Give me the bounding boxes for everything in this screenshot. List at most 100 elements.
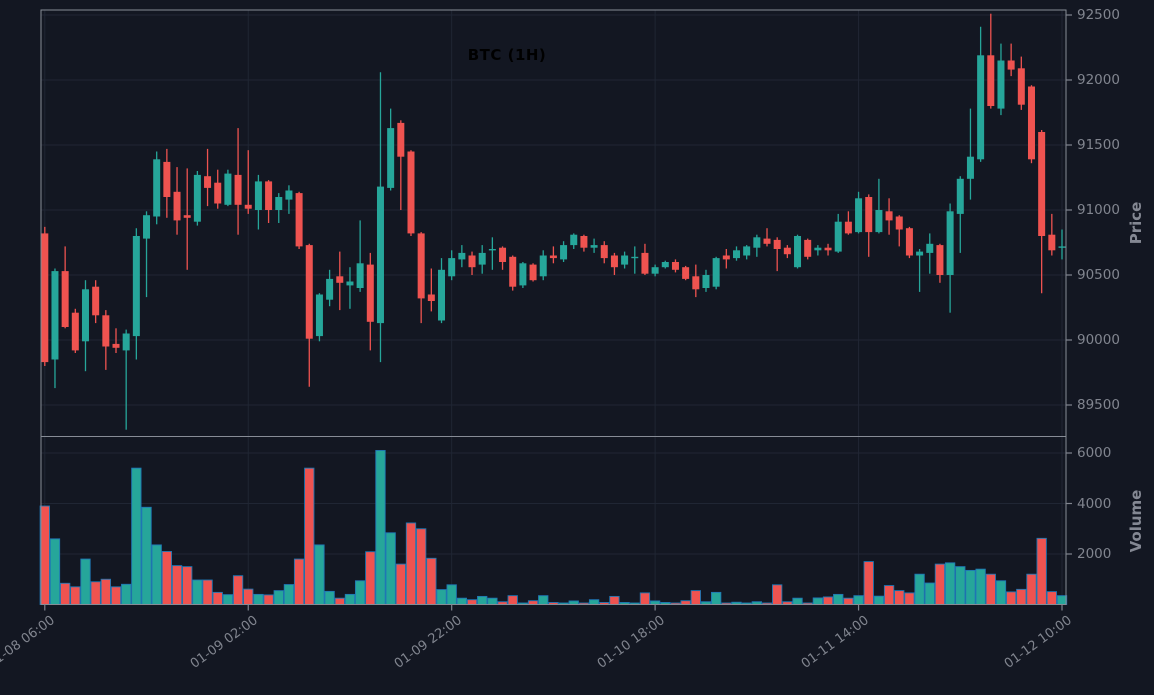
candle-body xyxy=(529,264,537,281)
candle-body xyxy=(173,191,181,221)
candle-body xyxy=(885,211,893,221)
candle-body xyxy=(132,236,140,337)
candle-body xyxy=(315,294,323,337)
volume-bar xyxy=(934,563,946,605)
candle-body xyxy=(844,221,852,234)
candle-body xyxy=(956,178,964,214)
candle-body xyxy=(519,263,527,286)
candle-body xyxy=(621,255,629,265)
volume-bar xyxy=(243,588,254,605)
candle-body xyxy=(671,262,679,270)
volume-bar xyxy=(365,551,376,605)
candle-body xyxy=(783,247,791,255)
candle-body xyxy=(773,239,781,249)
volume-bar xyxy=(924,582,935,605)
candle-body xyxy=(631,256,639,259)
volume-bar xyxy=(812,597,824,605)
candle-body xyxy=(285,190,293,200)
candle-body xyxy=(468,255,476,268)
volume-bar xyxy=(283,584,295,605)
volume-axis-label: Volume xyxy=(1127,489,1145,553)
volume-bar xyxy=(588,599,600,605)
volume-bar xyxy=(975,568,986,605)
candle-body xyxy=(204,176,212,188)
candle-body xyxy=(580,236,588,248)
candle-body xyxy=(346,281,354,286)
candle-body xyxy=(916,251,924,256)
candle-body xyxy=(427,294,435,301)
volume-bar xyxy=(914,573,925,605)
volume-bar xyxy=(426,557,437,605)
candle-body xyxy=(71,312,79,351)
candle-body xyxy=(366,264,374,322)
volume-tick-label: 2000 xyxy=(1077,546,1112,562)
volume-bar xyxy=(1026,573,1037,605)
volume-bar xyxy=(863,561,874,605)
volume-bar xyxy=(405,522,417,605)
price-tick-label: 89500 xyxy=(1077,397,1120,413)
candle-body xyxy=(1027,86,1035,160)
volume-bar xyxy=(334,597,345,605)
candle-body xyxy=(448,258,456,277)
candle-body xyxy=(966,156,974,179)
candle-body xyxy=(295,193,303,247)
volume-bar xyxy=(1036,537,1047,605)
volume-bar xyxy=(843,597,854,605)
volume-tick-label: 4000 xyxy=(1077,495,1112,512)
volume-bar xyxy=(568,600,579,605)
candle-body xyxy=(122,333,130,351)
candle-body xyxy=(1017,68,1025,105)
candle-body xyxy=(641,252,649,274)
candle-body xyxy=(336,276,344,283)
candle-body xyxy=(804,239,812,257)
candle-body xyxy=(610,255,618,268)
candle-body xyxy=(61,271,69,327)
candle-body xyxy=(1007,60,1015,70)
volume-bar xyxy=(995,580,1007,605)
candle-body xyxy=(590,245,598,248)
candle-body xyxy=(651,267,659,274)
candle-body xyxy=(81,289,89,342)
volume-bar xyxy=(772,584,783,605)
candle-body xyxy=(855,198,863,233)
volume-bar xyxy=(466,599,478,605)
candle-body xyxy=(275,197,283,210)
candle-body xyxy=(163,161,171,197)
volume-bar xyxy=(59,582,71,605)
volume-bar xyxy=(609,595,620,605)
volume-bar xyxy=(873,595,885,605)
candle-body xyxy=(387,128,395,188)
volume-bar xyxy=(711,591,722,605)
volume-bar xyxy=(792,597,803,605)
candle-body xyxy=(834,221,842,252)
price-tick-label: 92000 xyxy=(1077,72,1120,88)
volume-bar xyxy=(538,595,549,605)
candle-body xyxy=(458,252,466,260)
candle-body xyxy=(397,122,405,157)
volume-bar xyxy=(273,590,284,605)
volume-bar xyxy=(80,558,91,605)
candle-body xyxy=(193,174,201,222)
candle-body xyxy=(997,60,1005,109)
candle-body xyxy=(417,233,425,299)
candle-body xyxy=(488,249,496,251)
candle-body xyxy=(153,159,161,217)
volume-bar xyxy=(304,467,315,605)
volume-bar xyxy=(49,538,61,605)
candle-body xyxy=(51,271,59,360)
volume-bar xyxy=(121,583,132,605)
volume-bar xyxy=(253,593,264,605)
volume-bar xyxy=(487,597,498,605)
volume-bar xyxy=(639,592,651,605)
volume-bar xyxy=(680,600,691,605)
volume-bar xyxy=(853,595,864,605)
candle-body xyxy=(905,228,913,256)
candle-body xyxy=(865,197,873,233)
volume-bar xyxy=(385,532,396,605)
candle-body xyxy=(102,315,110,347)
candle-body xyxy=(356,263,364,288)
price-tick-label: 92500 xyxy=(1077,7,1120,23)
volume-bar xyxy=(39,505,50,605)
volume-bar xyxy=(416,528,427,605)
volume-bar xyxy=(344,593,356,605)
